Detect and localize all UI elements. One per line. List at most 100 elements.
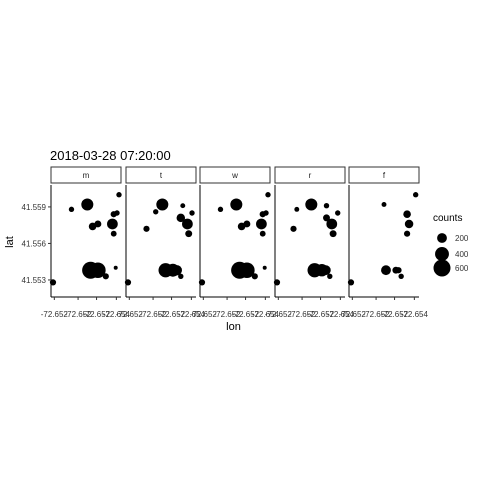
data-point	[68, 206, 75, 213]
data-point	[290, 225, 297, 232]
data-point	[320, 265, 331, 276]
x-tick-label: -72.652	[41, 310, 69, 319]
facet-strip-box	[348, 166, 420, 184]
data-point	[180, 203, 186, 209]
facet-strip-box	[125, 166, 197, 184]
x-tick-label: -72.652	[214, 310, 242, 319]
x-tick-label: -72.652	[232, 310, 260, 319]
data-point	[263, 210, 269, 216]
data-point	[335, 210, 341, 216]
facet-strip-label: t	[160, 171, 163, 180]
data-point	[323, 203, 330, 209]
data-point	[230, 198, 243, 211]
data-point	[185, 230, 193, 238]
data-point	[176, 213, 186, 223]
data-point	[171, 265, 182, 276]
x-tick-label: -72.652	[140, 310, 168, 319]
legend-label: 200	[455, 234, 469, 243]
x-tick-label: -72.652	[116, 310, 144, 319]
data-point	[262, 265, 267, 270]
data-point	[239, 262, 255, 278]
data-point	[113, 265, 118, 270]
x-tick-label: -72.652	[158, 310, 186, 319]
data-point	[198, 279, 206, 286]
data-point	[114, 210, 120, 216]
data-point	[251, 273, 258, 280]
data-point	[49, 279, 57, 286]
x-tick-label: -72.652	[83, 310, 111, 319]
data-point	[381, 202, 387, 207]
x-tick-label: -72.652	[190, 310, 218, 319]
data-point	[305, 198, 318, 211]
data-point	[124, 279, 132, 286]
data-point	[110, 230, 117, 237]
x-tick-label: -72.652	[363, 310, 391, 319]
data-point	[403, 230, 411, 237]
facet-panels: m-72.652-72.652-72.652-72.654t-72.652-72…	[22, 166, 429, 319]
data-point	[265, 192, 271, 198]
x-tick-label: -72.652	[265, 310, 293, 319]
data-point	[94, 220, 102, 228]
x-tick-label: -72.652	[381, 310, 409, 319]
legend: counts 200 400 600	[433, 213, 469, 277]
y-axis-title: lat	[4, 236, 16, 248]
facet-strip: m	[50, 166, 122, 184]
data-point	[116, 192, 122, 198]
data-point	[90, 262, 106, 278]
legend-label: 400	[455, 250, 469, 259]
data-point	[327, 273, 333, 279]
facet-strip-label: f	[383, 171, 386, 180]
data-point	[189, 210, 195, 216]
facet-strip: w	[199, 166, 271, 184]
data-point	[412, 192, 419, 198]
data-point	[395, 267, 402, 274]
data-point	[102, 273, 109, 280]
data-point	[256, 218, 267, 230]
x-tick-label: -72.652	[339, 310, 367, 319]
x-tick-label: -72.654	[252, 310, 280, 319]
data-point	[403, 210, 411, 219]
facet-strip-box	[50, 166, 122, 184]
data-point	[107, 218, 118, 230]
facet-strip-box	[274, 166, 346, 184]
facet-strip-label: r	[309, 171, 312, 180]
data-point	[259, 230, 266, 237]
data-point	[217, 206, 224, 213]
data-point	[404, 219, 414, 229]
data-point	[398, 273, 404, 279]
x-tick-label: -72.654	[103, 310, 131, 319]
x-tick-label: -72.654	[401, 310, 429, 319]
x-tick-label: -72.652	[307, 310, 335, 319]
legend-key	[435, 247, 449, 261]
x-tick-label: -72.654	[327, 310, 355, 319]
facet-strip-box	[199, 166, 271, 184]
facet-strip-label: m	[83, 171, 90, 180]
x-tick-label: -72.652	[65, 310, 93, 319]
legend-label: 600	[455, 264, 469, 273]
data-point	[381, 265, 391, 276]
data-point	[347, 279, 355, 286]
legend-key	[437, 233, 447, 243]
x-tick-label: -72.652	[289, 310, 317, 319]
facet-strip: t	[125, 166, 197, 184]
data-point	[329, 230, 337, 238]
x-tick-label: -72.654	[178, 310, 206, 319]
data-point	[182, 218, 193, 230]
legend-key	[433, 259, 451, 277]
y-tick-label: 41.556	[22, 239, 47, 248]
legend-title: counts	[433, 213, 462, 224]
data-point	[273, 279, 281, 286]
y-tick-label: 41.559	[22, 203, 47, 212]
facet-strip: r	[274, 166, 346, 184]
data-point	[81, 198, 94, 211]
facet-strip-label: w	[231, 171, 238, 180]
facet-strip: f	[348, 166, 420, 184]
data-point	[143, 225, 150, 232]
chart-title: 2018-03-28 07:20:00	[50, 148, 171, 163]
data-point	[178, 273, 184, 279]
data-point	[323, 214, 330, 222]
y-tick-label: 41.553	[22, 276, 47, 285]
data-point	[326, 218, 338, 230]
data-point	[156, 198, 169, 211]
